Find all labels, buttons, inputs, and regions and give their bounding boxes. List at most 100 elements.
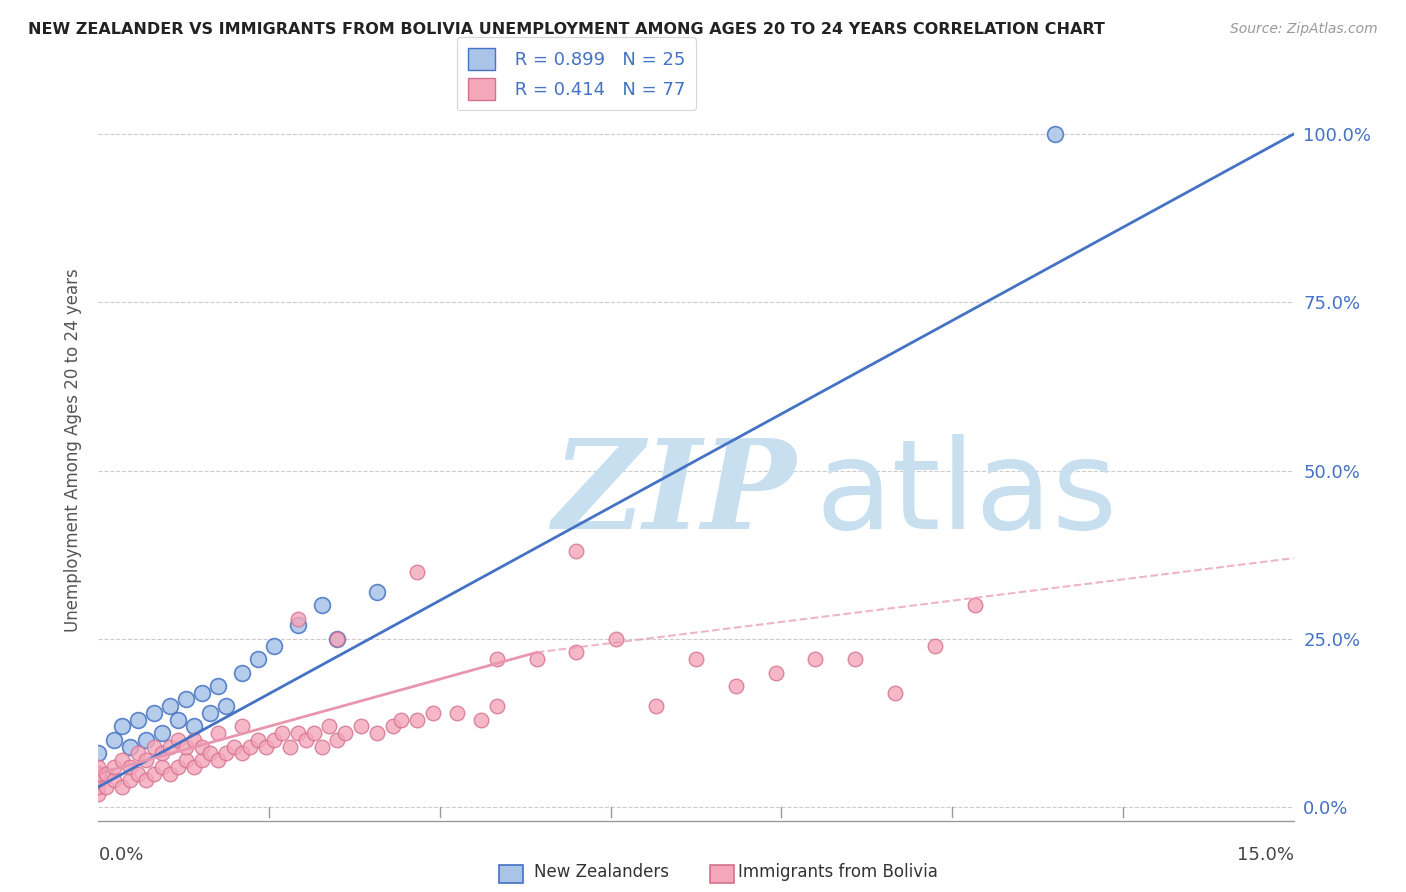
Point	[287, 618, 309, 632]
Point	[198, 706, 221, 720]
Point	[198, 747, 221, 761]
Point	[844, 652, 866, 666]
Point	[167, 713, 190, 727]
Point	[143, 706, 166, 720]
Point	[326, 632, 349, 646]
Point	[87, 766, 110, 780]
Point	[231, 719, 253, 733]
Point	[191, 753, 214, 767]
Point	[127, 747, 149, 761]
Point	[103, 732, 125, 747]
Point	[150, 726, 173, 740]
Point	[174, 692, 197, 706]
Point	[159, 766, 181, 780]
Text: 15.0%: 15.0%	[1236, 847, 1294, 864]
Point	[231, 747, 253, 761]
Point	[207, 679, 229, 693]
Point	[963, 599, 986, 613]
Y-axis label: Unemployment Among Ages 20 to 24 years: Unemployment Among Ages 20 to 24 years	[63, 268, 82, 632]
Point	[103, 773, 125, 788]
Point	[311, 739, 333, 754]
Point	[159, 739, 181, 754]
Point	[287, 612, 309, 626]
Point	[565, 645, 588, 659]
Text: Immigrants from Bolivia: Immigrants from Bolivia	[738, 863, 938, 881]
Point	[191, 739, 214, 754]
Point	[605, 632, 627, 646]
Point	[111, 780, 134, 794]
Point	[207, 753, 229, 767]
Point	[485, 699, 508, 714]
Text: New Zealanders: New Zealanders	[534, 863, 669, 881]
Text: atlas: atlas	[815, 434, 1118, 556]
Point	[1043, 127, 1066, 141]
Point	[127, 766, 149, 780]
Point	[150, 760, 173, 774]
Point	[406, 713, 429, 727]
Point	[111, 719, 134, 733]
Point	[263, 639, 285, 653]
Point	[270, 726, 292, 740]
Point	[239, 739, 262, 754]
Point	[135, 732, 157, 747]
Point	[263, 732, 285, 747]
Point	[87, 747, 110, 761]
Point	[326, 632, 349, 646]
Point	[724, 679, 747, 693]
Point	[350, 719, 373, 733]
Point	[302, 726, 325, 740]
Point	[111, 753, 134, 767]
Point	[246, 652, 269, 666]
Point	[167, 732, 190, 747]
Point	[183, 760, 205, 774]
Point	[183, 719, 205, 733]
Point	[96, 766, 118, 780]
Point	[335, 726, 357, 740]
Text: Source: ZipAtlas.com: Source: ZipAtlas.com	[1230, 22, 1378, 37]
Point	[143, 739, 166, 754]
Point	[645, 699, 668, 714]
Point	[422, 706, 444, 720]
Text: ZIP: ZIP	[553, 434, 796, 556]
Point	[127, 713, 149, 727]
Point	[485, 652, 508, 666]
Point	[382, 719, 405, 733]
Point	[87, 766, 110, 780]
Point	[174, 753, 197, 767]
Point	[366, 584, 388, 599]
Point	[135, 753, 157, 767]
Point	[174, 739, 197, 754]
Point	[804, 652, 827, 666]
Point	[231, 665, 253, 680]
Point	[183, 732, 205, 747]
Point	[87, 760, 110, 774]
Point	[191, 686, 214, 700]
Point	[167, 760, 190, 774]
Point	[143, 766, 166, 780]
Point	[103, 760, 125, 774]
Point	[318, 719, 340, 733]
Text: NEW ZEALANDER VS IMMIGRANTS FROM BOLIVIA UNEMPLOYMENT AMONG AGES 20 TO 24 YEARS : NEW ZEALANDER VS IMMIGRANTS FROM BOLIVIA…	[28, 22, 1105, 37]
Point	[96, 780, 118, 794]
Point	[87, 773, 110, 788]
Point	[287, 726, 309, 740]
Point	[884, 686, 907, 700]
Point	[150, 747, 173, 761]
Text: 0.0%: 0.0%	[98, 847, 143, 864]
Point	[765, 665, 787, 680]
Point	[215, 699, 238, 714]
Point	[135, 773, 157, 788]
Point	[87, 787, 110, 801]
Point	[406, 565, 429, 579]
Point	[246, 732, 269, 747]
Point	[254, 739, 277, 754]
Point	[366, 726, 388, 740]
Point	[222, 739, 245, 754]
Point	[120, 773, 142, 788]
Point	[215, 747, 238, 761]
Point	[294, 732, 316, 747]
Legend:  R = 0.899   N = 25,  R = 0.414   N = 77: R = 0.899 N = 25, R = 0.414 N = 77	[457, 37, 696, 111]
Point	[446, 706, 468, 720]
Point	[685, 652, 707, 666]
Point	[278, 739, 301, 754]
